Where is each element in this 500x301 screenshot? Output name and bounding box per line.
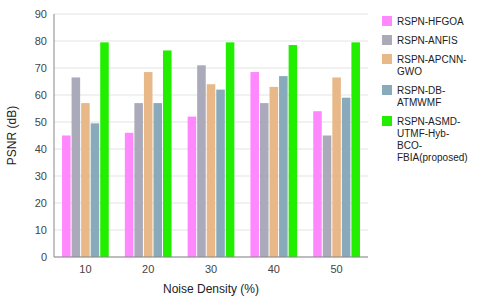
bar <box>216 90 225 257</box>
bar <box>188 117 197 257</box>
legend-label-line: UTMF-Hyb- <box>397 128 449 139</box>
y-axis-label: PSNR (dB) <box>5 106 19 165</box>
legend-swatch <box>382 116 392 126</box>
legend-label-line: RSPN-DB- <box>397 85 445 96</box>
y-tick-label: 20 <box>35 197 47 209</box>
legend-label: RSPN-APCNN-GWO <box>397 54 466 77</box>
bar <box>342 98 351 257</box>
legend-label-line: GWO <box>397 66 422 77</box>
bar <box>279 76 288 257</box>
bar <box>289 45 298 257</box>
legend-label-line: RSPN-APCNN- <box>397 54 466 65</box>
grid-line <box>54 41 368 42</box>
legend-swatch <box>382 16 392 26</box>
x-tick-label: 40 <box>268 263 280 275</box>
legend-label: RSPN-ANFIS <box>397 35 458 46</box>
x-tick-label: 20 <box>142 263 154 275</box>
bars <box>62 42 360 257</box>
legend-label-line: ATMWMF <box>397 97 441 108</box>
legend-label: RSPN-HFGOA <box>397 16 464 27</box>
bar <box>270 87 279 257</box>
legend-label-line: RSPN-HFGOA <box>397 16 464 27</box>
y-axis-line <box>54 14 55 257</box>
bar <box>125 133 134 257</box>
y-tick-label: 40 <box>35 143 47 155</box>
x-axis-line <box>54 257 368 258</box>
y-tick-label: 50 <box>35 116 47 128</box>
bar <box>260 103 269 257</box>
bar <box>226 42 235 257</box>
bar <box>163 50 172 257</box>
bar <box>332 77 341 257</box>
bar <box>207 84 216 257</box>
legend-swatch <box>382 54 392 64</box>
bar <box>81 103 90 257</box>
legend: RSPN-HFGOA RSPN-ANFIS RSPN-APCNN-GWO RSPN-D… <box>382 16 468 163</box>
legend-swatch <box>382 35 392 45</box>
x-tick-label: 30 <box>205 263 217 275</box>
bar <box>144 72 153 257</box>
x-tick-label: 10 <box>79 263 91 275</box>
y-tick-label: 80 <box>35 35 47 47</box>
bar <box>197 65 206 257</box>
y-tick-label: 10 <box>35 224 47 236</box>
legend-swatch <box>382 85 392 95</box>
bar <box>91 123 100 257</box>
chart: 0 10 20 30 40 50 60 70 80 90 10 20 30 40 50 Noise Densi… <box>0 0 500 301</box>
legend-label: RSPN-ASMD-UTMF-Hyb-BCO-FBIA(proposed) <box>397 116 468 163</box>
y-tick-label: 60 <box>35 89 47 101</box>
bar <box>72 77 81 257</box>
bar <box>323 136 332 258</box>
legend-label-line: RSPN-ANFIS <box>397 35 458 46</box>
y-tick-label: 90 <box>35 8 47 20</box>
grid-line <box>54 257 368 258</box>
y-tick-label: 30 <box>35 170 47 182</box>
legend-label-line: FBIA(proposed) <box>397 152 468 163</box>
bar <box>153 103 162 257</box>
bar <box>351 42 360 257</box>
y-tick-label: 0 <box>41 251 47 263</box>
bar <box>62 136 71 258</box>
bar <box>134 103 143 257</box>
grid-line <box>54 14 368 15</box>
legend-label: RSPN-DB-ATMWMF <box>397 85 445 108</box>
bar <box>100 42 109 257</box>
legend-label-line: BCO- <box>397 140 422 151</box>
chart-container: 0 10 20 30 40 50 60 70 80 90 10 20 30 40 50 Noise Densi… <box>0 0 500 301</box>
x-axis-label: Noise Density (%) <box>163 282 259 296</box>
legend-label-line: RSPN-ASMD- <box>397 116 460 127</box>
y-tick-label: 70 <box>35 62 47 74</box>
bar <box>313 111 322 257</box>
x-tick-label: 50 <box>330 263 342 275</box>
bar <box>250 72 259 257</box>
